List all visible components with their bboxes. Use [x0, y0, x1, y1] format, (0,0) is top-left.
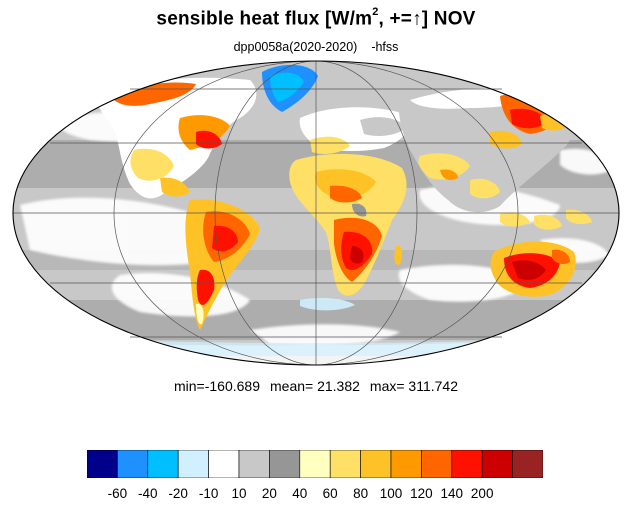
colorbar-swatch	[299, 450, 331, 478]
colorbar-swatch	[238, 450, 270, 478]
colorbar-tick-label: -10	[198, 486, 219, 501]
colorbar-swatch	[512, 450, 543, 478]
plot-subtitle: dpp0058a(2020-2020) -hfss	[0, 40, 632, 54]
colorbar-tick-label: -40	[138, 486, 158, 501]
max-stat: max= 311.742	[369, 378, 458, 394]
colorbar-tick-label: 100	[379, 486, 403, 501]
colorbar-tick-label: 200	[470, 486, 494, 501]
colorbar-swatch	[147, 450, 179, 478]
north-america	[95, 77, 257, 199]
colorbar-tick-label: 120	[410, 486, 433, 501]
world-map	[12, 60, 620, 366]
colorbar-tick-label: 40	[292, 486, 308, 501]
colorbar-swatch	[87, 450, 118, 478]
variable-label: -hfss	[371, 40, 399, 54]
madagascar	[394, 245, 403, 266]
colorbar-swatch	[177, 450, 209, 478]
colorbar-tick-label: 140	[440, 486, 464, 501]
colorbar-tick-label: 80	[353, 486, 369, 501]
colorbar	[87, 450, 543, 478]
mean-stat: mean= 21.382	[270, 378, 360, 394]
colorbar-swatch	[269, 450, 301, 478]
colorbar-swatch	[360, 450, 392, 478]
colorbar-swatch	[208, 450, 240, 478]
colorbar-swatch	[421, 450, 453, 478]
africa	[289, 153, 407, 296]
experiment-label: dpp0058a(2020-2020)	[233, 40, 358, 54]
colorbar-tick-label: 20	[261, 486, 277, 501]
plot-title: sensible heat flux [W/m2, +=↑] NOV	[156, 6, 476, 30]
colorbar-tick-label: -60	[107, 486, 128, 501]
colorbar-tick-label: 10	[231, 486, 247, 501]
colorbar-tick-label: -20	[168, 486, 188, 501]
colorbar-tick-label: 60	[322, 486, 338, 501]
map-border	[12, 60, 620, 366]
south-america	[185, 199, 260, 330]
europe	[299, 107, 411, 154]
min-stat: min=-160.689	[173, 378, 260, 394]
colorbar-labels: -60 -40 -20 -10 10 20 40 60 80 100 120 140 200	[0, 486, 632, 504]
colorbar-swatch	[390, 450, 422, 478]
summary-stats: min=-160.689 mean= 21.382 max= 311.742	[0, 378, 632, 394]
colorbar-swatch	[481, 450, 513, 478]
colorbar-swatch	[329, 450, 361, 478]
colorbar-swatch	[117, 450, 149, 478]
colorbar-swatch	[451, 450, 483, 478]
